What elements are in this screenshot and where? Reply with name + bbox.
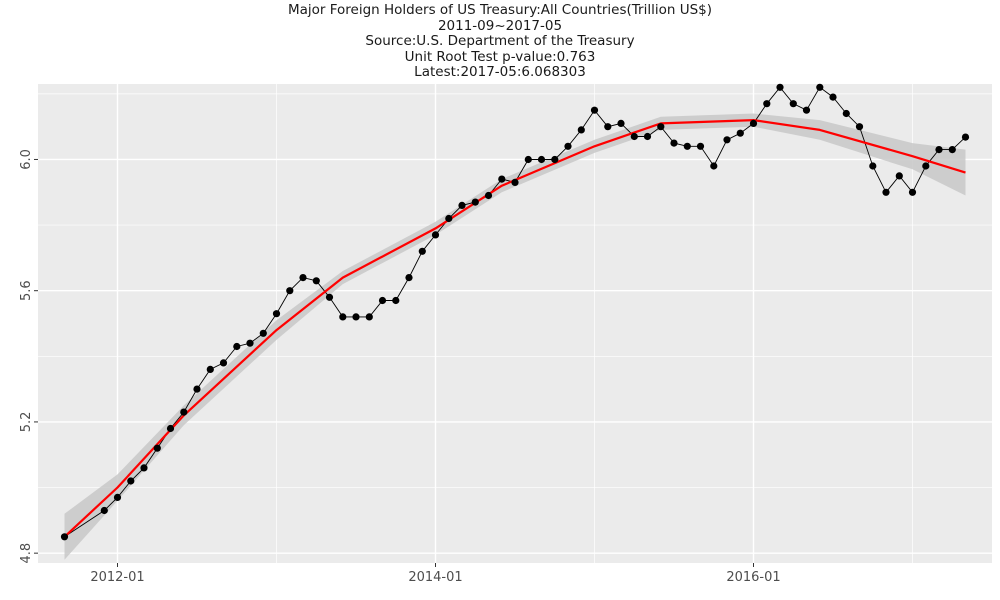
data-point xyxy=(577,126,585,134)
data-point xyxy=(604,123,612,131)
data-point xyxy=(219,359,228,367)
y-tick-label: 4.8 xyxy=(19,543,34,564)
data-point xyxy=(948,146,956,154)
x-tick-label: 2014-01 xyxy=(408,570,462,585)
chart-title-block: Major Foreign Holders of US Treasury:All… xyxy=(0,2,1000,81)
chart-latest-value: Latest:2017-05:6.068303 xyxy=(414,64,586,80)
data-point xyxy=(246,339,254,347)
data-point xyxy=(789,100,797,108)
data-point xyxy=(206,365,214,373)
x-axis: 2012-01 2014-01 2016-01 xyxy=(90,563,781,585)
data-point xyxy=(816,83,824,91)
data-point xyxy=(670,139,678,147)
data-point xyxy=(193,385,201,393)
plot-panel xyxy=(38,84,992,563)
data-point xyxy=(60,533,69,541)
data-point xyxy=(551,155,559,164)
data-point xyxy=(498,175,506,183)
data-point xyxy=(405,274,413,282)
data-point xyxy=(842,109,850,118)
data-point xyxy=(736,129,744,137)
data-point xyxy=(339,313,347,321)
data-point xyxy=(484,191,493,200)
data-point xyxy=(378,296,387,305)
data-points xyxy=(60,83,970,541)
data-point xyxy=(922,162,930,170)
data-point xyxy=(643,132,652,141)
data-point xyxy=(524,155,532,164)
data-point xyxy=(418,247,426,255)
data-point xyxy=(458,201,466,209)
data-point xyxy=(140,464,148,472)
data-point xyxy=(882,188,890,196)
data-point xyxy=(696,142,705,150)
data-point xyxy=(325,293,334,301)
data-point xyxy=(590,106,599,114)
chart-unit-root-test: Unit Root Test p-value:0.763 xyxy=(404,48,596,65)
data-point xyxy=(471,198,479,206)
data-point xyxy=(127,477,135,485)
data-point xyxy=(617,119,625,127)
chart-date-range: 2011-09~2017-05 xyxy=(437,17,563,34)
chart-source: Source:U.S. Department of the Treasury xyxy=(365,33,635,49)
data-point xyxy=(153,444,161,452)
data-point xyxy=(431,231,440,239)
y-tick-label: 6.0 xyxy=(19,149,34,170)
data-point xyxy=(511,178,519,186)
data-point xyxy=(749,119,758,127)
data-point xyxy=(312,277,320,285)
data-point xyxy=(233,342,241,351)
minor-grid xyxy=(38,84,992,563)
major-grid xyxy=(38,84,992,563)
data-point xyxy=(286,287,294,295)
data-point xyxy=(869,162,877,170)
data-point xyxy=(723,136,731,144)
data-point xyxy=(895,172,903,180)
data-point xyxy=(166,424,175,433)
data-point xyxy=(392,296,400,305)
data-point xyxy=(537,155,546,164)
data-point xyxy=(935,146,943,154)
x-tick-label: 2016-01 xyxy=(726,570,780,585)
data-point xyxy=(829,93,837,101)
data-point xyxy=(180,408,188,416)
data-point xyxy=(630,132,638,141)
data-point xyxy=(763,100,771,108)
data-point xyxy=(564,142,572,150)
y-tick-label: 5.6 xyxy=(19,280,34,301)
data-point xyxy=(113,493,122,501)
data-point xyxy=(365,313,373,321)
data-point xyxy=(683,142,691,150)
data-point xyxy=(776,83,784,91)
data-point xyxy=(961,133,970,141)
chart-title: Major Foreign Holders of US Treasury:All… xyxy=(287,2,713,18)
y-axis: 4.8 5.2 5.6 6.0 xyxy=(19,149,38,564)
data-point xyxy=(259,329,267,337)
y-tick-label: 5.2 xyxy=(19,412,34,433)
data-point xyxy=(657,123,665,131)
data-point xyxy=(272,310,281,318)
data-point xyxy=(802,106,811,114)
data-point xyxy=(100,506,108,515)
data-point xyxy=(352,313,360,321)
data-point xyxy=(908,188,917,196)
data-point xyxy=(299,274,307,282)
x-tick-label: 2012-01 xyxy=(90,570,144,585)
data-point xyxy=(710,162,718,170)
data-point xyxy=(855,123,864,131)
data-point xyxy=(445,214,453,223)
